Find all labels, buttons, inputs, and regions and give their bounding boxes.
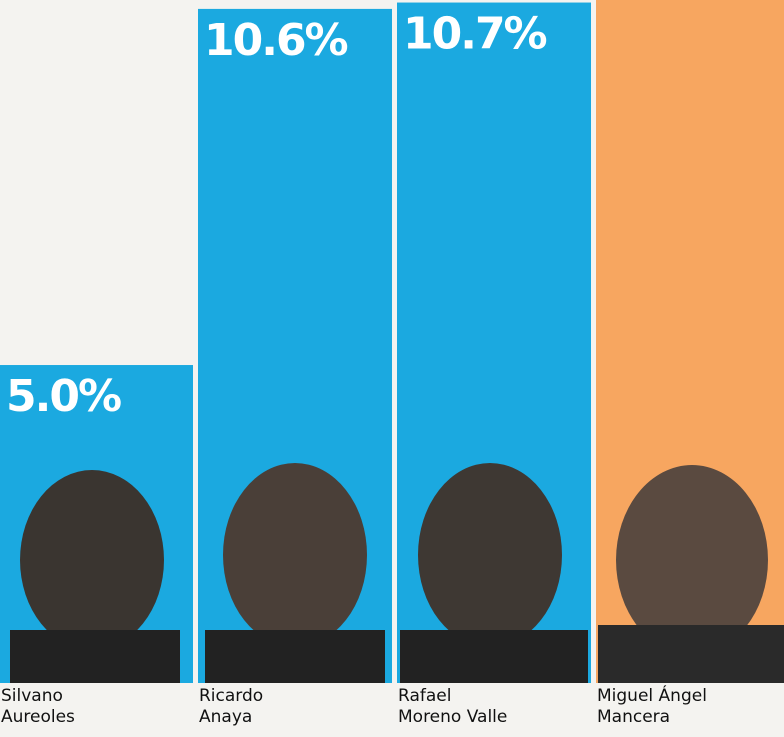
category-label: Ricardo Anaya (199, 686, 263, 728)
category-label: Silvano Aureoles (1, 686, 75, 728)
portrait (10, 630, 180, 683)
category-label: Miguel Ángel Mancera (597, 686, 707, 728)
value-label: 5.0% (6, 371, 121, 422)
chart: 5.0% 10.6% 10.7% Silvano Aureoles Ricardo A… (0, 0, 784, 737)
plot-area: 5.0% 10.6% 10.7% (0, 0, 784, 683)
portrait (598, 625, 784, 683)
value-label: 10.7% (403, 9, 547, 60)
portrait (400, 630, 588, 683)
portrait (418, 463, 562, 647)
category-label: Rafael Moreno Valle (398, 686, 507, 728)
portrait (20, 470, 164, 650)
portrait (205, 630, 385, 683)
portrait (223, 463, 367, 647)
value-label: 10.6% (204, 15, 348, 66)
